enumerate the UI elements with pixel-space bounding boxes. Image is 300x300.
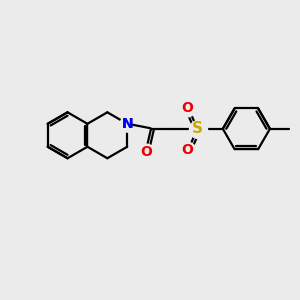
- Text: O: O: [140, 145, 152, 159]
- Text: O: O: [182, 100, 194, 115]
- Text: N: N: [122, 117, 133, 131]
- Text: S: S: [192, 121, 203, 136]
- Text: N: N: [122, 117, 133, 131]
- Text: O: O: [182, 143, 194, 157]
